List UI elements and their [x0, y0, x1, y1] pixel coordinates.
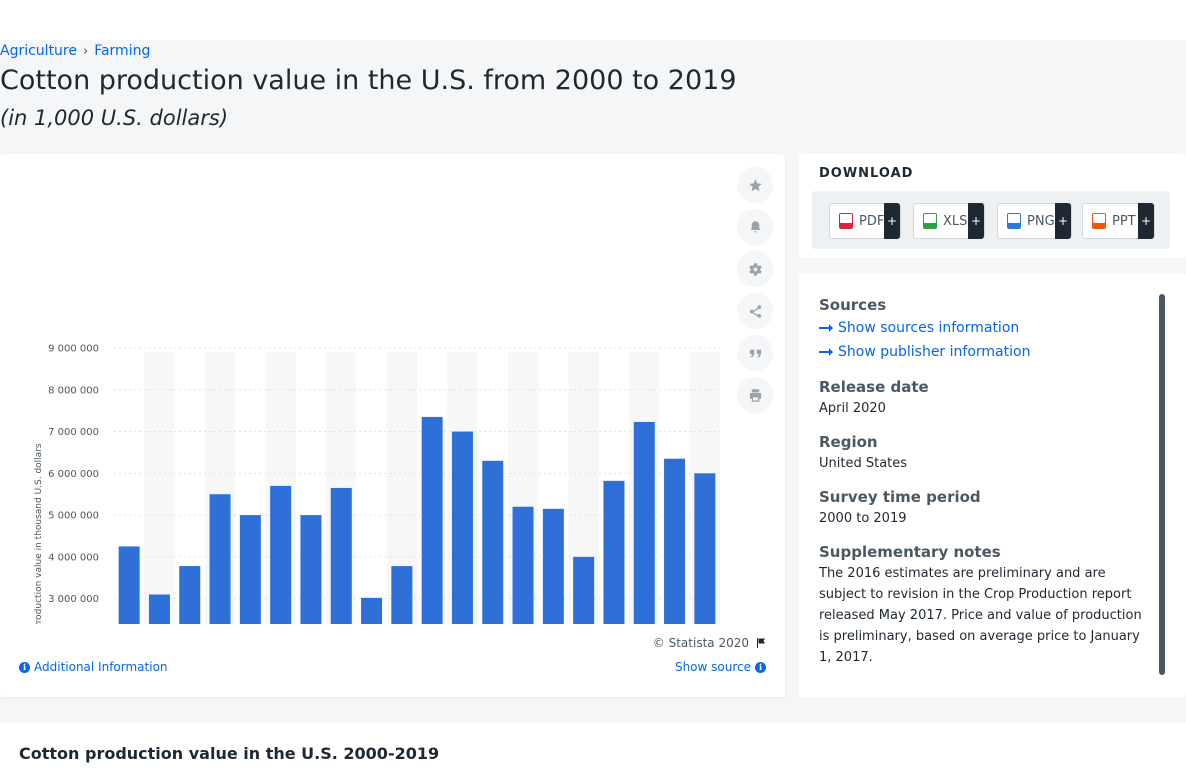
info-icon: i: [755, 661, 766, 673]
info-scrollbar[interactable]: [1159, 294, 1165, 675]
alert-button[interactable]: [737, 209, 773, 245]
download-pdf-label: PDF: [859, 213, 885, 229]
xls-file-icon: [923, 213, 937, 229]
breadcrumb-agriculture[interactable]: Agriculture: [0, 43, 77, 59]
bar-2005: [270, 485, 292, 624]
star-icon: [748, 178, 762, 191]
column-band: [144, 352, 175, 624]
favorite-button[interactable]: [737, 167, 773, 203]
release-date-title: Release date: [819, 378, 929, 396]
page-subtitle: (in 1,000 U.S. dollars): [0, 106, 229, 130]
show-publisher-label: Show publisher information: [838, 344, 1031, 360]
pdf-file-icon: [839, 213, 853, 229]
print-button[interactable]: [737, 377, 773, 413]
info-icon: i: [19, 661, 30, 673]
print-icon: [749, 388, 761, 402]
info-card: Sources Show sources information Show pu…: [799, 273, 1186, 697]
bar-2009: [391, 566, 413, 624]
page-title: Cotton production value in the U.S. from…: [0, 65, 737, 96]
quote-icon: [749, 349, 761, 357]
settings-button[interactable]: [737, 251, 773, 287]
download-card: DOWNLOAD PDF + XLS + PNG + PPT +: [799, 154, 1186, 258]
chart-tools: [737, 167, 773, 419]
bar-2018: [664, 458, 686, 624]
copyright: © Statista 2020: [653, 636, 767, 650]
y-tick-label: 8 000 000: [48, 385, 99, 396]
download-ppt-button[interactable]: PPT +: [1082, 203, 1155, 239]
share-button[interactable]: [737, 293, 773, 329]
bar-2004: [239, 515, 261, 624]
y-axis-title: Production value in thousand U.S. dollar…: [34, 443, 44, 624]
bar-2000: [118, 546, 140, 624]
bar-2019: [694, 473, 716, 624]
show-sources-link[interactable]: Show sources information: [819, 320, 1019, 336]
download-pdf-button[interactable]: PDF +: [829, 203, 901, 239]
bar-2011: [451, 431, 473, 624]
show-publisher-link[interactable]: Show publisher information: [819, 344, 1030, 360]
bar-2006: [300, 515, 322, 624]
bar-2008: [361, 597, 383, 624]
y-tick-label: 6 000 000: [48, 469, 99, 480]
y-tick-label: 3 000 000: [48, 594, 99, 605]
download-ppt-label: PPT: [1112, 213, 1136, 229]
copyright-text: © Statista 2020: [652, 636, 749, 650]
supplementary-notes-title: Supplementary notes: [819, 543, 1001, 561]
download-png-label: PNG: [1027, 213, 1055, 229]
plus-icon: +: [1138, 203, 1154, 239]
cite-button[interactable]: [737, 335, 773, 371]
bar-2001: [148, 594, 170, 624]
breadcrumb: Agriculture › Farming: [0, 43, 150, 59]
y-tick-label: 5 000 000: [48, 511, 99, 522]
png-file-icon: [1007, 213, 1021, 229]
share-icon: [749, 304, 761, 318]
bar-2016: [603, 480, 625, 624]
arrow-right-icon: [819, 324, 833, 332]
download-png-button[interactable]: PNG +: [997, 203, 1072, 239]
gear-icon: [748, 262, 762, 276]
bottom-card: Cotton production value in the U.S. 2000…: [0, 723, 1186, 783]
flag-icon[interactable]: [755, 637, 767, 649]
bar-2014: [542, 508, 564, 624]
region-value: United States: [819, 456, 908, 471]
bar-2012: [482, 460, 504, 624]
bar-2007: [330, 487, 352, 624]
download-xls-button[interactable]: XLS +: [913, 203, 985, 239]
supplementary-notes-value: The 2016 estimates are preliminary and a…: [819, 566, 1142, 665]
survey-period-value: 2000 to 2019: [819, 511, 907, 526]
bar-2003: [209, 494, 231, 624]
breadcrumb-separator: ›: [83, 43, 89, 59]
additional-info-label: Additional Information: [34, 660, 168, 674]
arrow-right-icon: [819, 348, 833, 356]
bell-icon: [750, 220, 760, 232]
bar-2013: [512, 506, 534, 624]
plus-icon: +: [968, 203, 984, 239]
release-date-value: April 2020: [819, 401, 886, 416]
sources-title: Sources: [819, 296, 887, 314]
y-tick-label: 9 000 000: [48, 344, 99, 355]
ppt-file-icon: [1092, 213, 1106, 229]
download-title: DOWNLOAD: [819, 166, 914, 181]
y-tick-label: 7 000 000: [48, 427, 99, 438]
y-tick-label: 4 000 000: [48, 552, 99, 563]
plus-icon: +: [884, 203, 900, 239]
bar-2017: [633, 421, 655, 624]
bar-2002: [179, 566, 201, 624]
top-strip: [0, 0, 1186, 40]
survey-period-title: Survey time period: [819, 488, 981, 506]
download-buttons: PDF + XLS + PNG + PPT +: [812, 191, 1170, 249]
download-xls-label: XLS: [943, 213, 968, 229]
show-sources-label: Show sources information: [838, 320, 1020, 336]
breadcrumb-farming[interactable]: Farming: [94, 43, 151, 59]
bottom-title: Cotton production value in the U.S. 2000…: [19, 744, 440, 763]
show-source-label: Show source: [674, 660, 751, 674]
plus-icon: +: [1055, 203, 1071, 239]
additional-info-link[interactable]: i Additional Information: [19, 660, 168, 674]
region-title: Region: [819, 433, 878, 451]
bar-2010: [421, 416, 443, 624]
bar-2015: [573, 556, 595, 624]
show-source-link[interactable]: Show source i: [675, 660, 766, 674]
